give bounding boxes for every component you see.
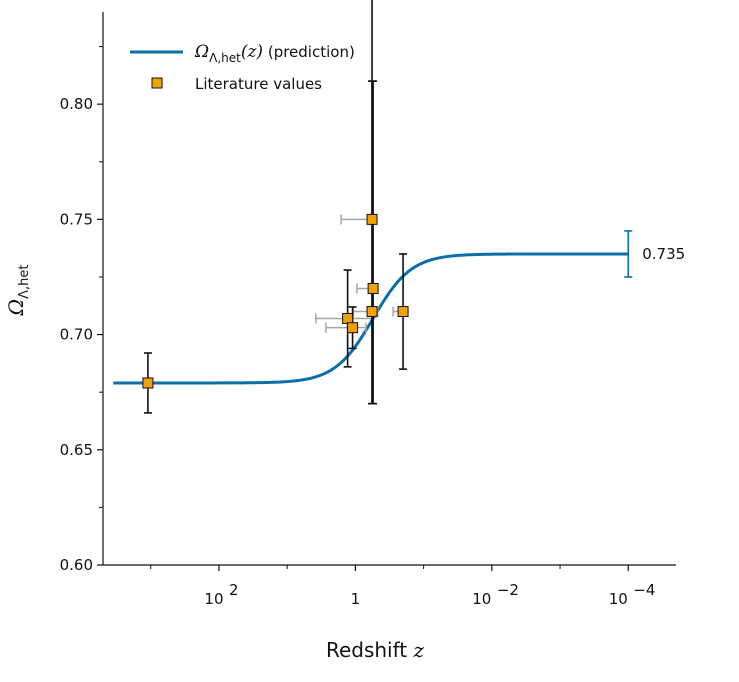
y-axis-title-subscript: Λ,het xyxy=(17,265,32,299)
legend-subscript: Λ,het xyxy=(209,51,241,65)
legend-marker-swatch xyxy=(151,77,163,89)
literature-point xyxy=(366,306,378,318)
legend-symbol: Ω xyxy=(194,42,209,62)
literature-points-layer xyxy=(142,0,409,414)
x-tick-label: 10 xyxy=(204,590,223,608)
y-tick-label: 0.75 xyxy=(60,210,93,228)
literature-point xyxy=(342,312,354,324)
x-tick-label: 1 xyxy=(351,590,361,608)
legend: ΩΛ,het(z) (prediction) Literature values xyxy=(130,42,355,93)
y-axis-title-symbol: Ω xyxy=(4,299,28,317)
literature-point xyxy=(142,377,154,389)
y-tick-label: 0.70 xyxy=(60,326,93,344)
endpoint-annotation: 0.735 xyxy=(642,245,685,263)
literature-point xyxy=(367,283,379,294)
x-tick-exponent: −4 xyxy=(633,581,655,599)
prediction-curve-layer: 0.735 xyxy=(113,230,685,385)
literature-point xyxy=(347,322,359,334)
y-axis-title: ΩΛ,het xyxy=(4,265,32,317)
x-tick-exponent: 2 xyxy=(229,581,239,599)
prediction-line xyxy=(113,252,629,385)
x-axis-title-symbol: z xyxy=(413,638,425,662)
legend-suffix: (prediction) xyxy=(268,43,355,61)
y-tick-label: 0.80 xyxy=(60,95,93,113)
literature-point xyxy=(397,306,409,318)
legend-prediction-label: ΩΛ,het(z) (prediction) xyxy=(194,42,355,65)
y-tick-label: 0.65 xyxy=(60,441,93,459)
x-tick-exponent: −2 xyxy=(497,581,519,599)
y-tick-label: 0.60 xyxy=(60,556,93,574)
axes: 0.60 0.65 0.70 0.75 0.80 10 2 1 10 −2 10 −4 Redshift… xyxy=(4,12,676,662)
x-axis-title-text: Redshift xyxy=(326,638,407,662)
legend-arg: (z) xyxy=(241,42,263,62)
literature-point xyxy=(366,213,378,225)
legend-literature-label: Literature values xyxy=(195,75,322,93)
x-axis-title: Redshift z xyxy=(326,638,425,662)
x-tick-label: 10 xyxy=(609,590,628,608)
x-tick-label: 10 xyxy=(472,590,491,608)
